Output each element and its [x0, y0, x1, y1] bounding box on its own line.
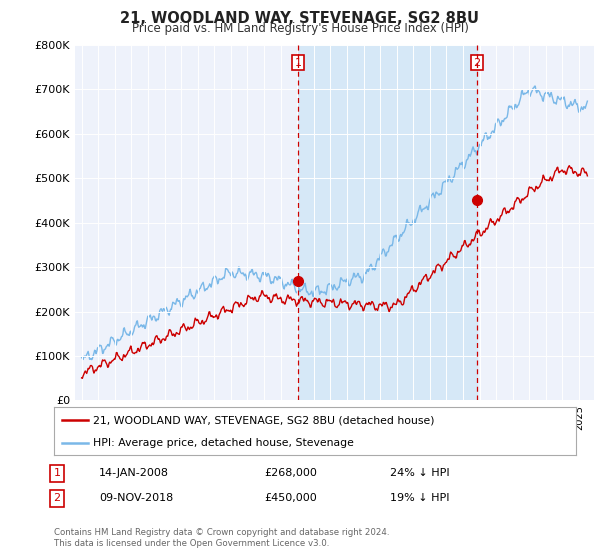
- Text: £450,000: £450,000: [264, 493, 317, 503]
- Text: HPI: Average price, detached house, Stevenage: HPI: Average price, detached house, Stev…: [93, 438, 354, 448]
- Text: Contains HM Land Registry data © Crown copyright and database right 2024.
This d: Contains HM Land Registry data © Crown c…: [54, 528, 389, 548]
- Text: 1: 1: [295, 58, 301, 68]
- Text: 2: 2: [473, 58, 481, 68]
- Text: £268,000: £268,000: [264, 468, 317, 478]
- Text: 21, WOODLAND WAY, STEVENAGE, SG2 8BU (detached house): 21, WOODLAND WAY, STEVENAGE, SG2 8BU (de…: [93, 416, 434, 426]
- Text: Price paid vs. HM Land Registry's House Price Index (HPI): Price paid vs. HM Land Registry's House …: [131, 22, 469, 35]
- Text: 09-NOV-2018: 09-NOV-2018: [99, 493, 173, 503]
- Text: 1: 1: [53, 468, 61, 478]
- Text: 14-JAN-2008: 14-JAN-2008: [99, 468, 169, 478]
- Bar: [298, 45, 477, 400]
- Text: 21, WOODLAND WAY, STEVENAGE, SG2 8BU: 21, WOODLAND WAY, STEVENAGE, SG2 8BU: [121, 11, 479, 26]
- Text: 2: 2: [53, 493, 61, 503]
- Text: 24% ↓ HPI: 24% ↓ HPI: [390, 468, 449, 478]
- Text: 19% ↓ HPI: 19% ↓ HPI: [390, 493, 449, 503]
